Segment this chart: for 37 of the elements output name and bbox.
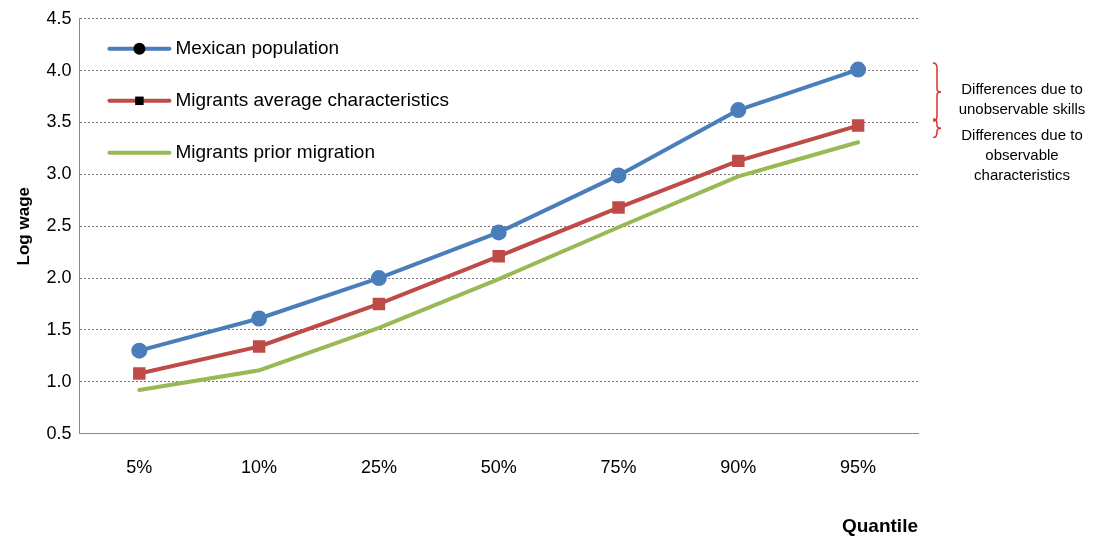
x-tick-label: 75% <box>600 457 637 478</box>
legend-label: Migrants prior migration <box>175 141 375 163</box>
point <box>612 201 625 214</box>
point <box>370 270 387 287</box>
y-axis-title: Log wage <box>13 187 33 266</box>
point <box>133 367 146 380</box>
point <box>850 61 867 78</box>
x-tick-label: 5% <box>126 457 153 478</box>
x-tick-label: 25% <box>360 457 397 478</box>
x-axis-title: Quantile <box>841 514 918 536</box>
x-tick-label: 90% <box>720 457 757 478</box>
legend-label: Migrants average characteristics <box>175 89 449 111</box>
y-tick-label: 3.0 <box>46 163 72 184</box>
point <box>610 167 627 184</box>
point <box>730 102 747 119</box>
point <box>251 310 268 327</box>
y-tick-label: 1.0 <box>46 370 72 391</box>
legend-label: Mexican population <box>175 37 340 59</box>
point <box>851 119 865 132</box>
point <box>372 297 386 311</box>
y-tick-label: 4.0 <box>46 59 72 80</box>
point <box>732 154 745 168</box>
y-tick-label: 0.5 <box>46 422 72 443</box>
point <box>252 340 266 353</box>
point <box>492 250 505 263</box>
y-tick-label: 1.5 <box>46 318 72 339</box>
y-tick-label: 4.5 <box>46 7 72 28</box>
text: Differences due to observable characteristics <box>960 124 1084 185</box>
y-tick-label: 2.0 <box>46 267 72 288</box>
point <box>490 224 507 241</box>
x-tick-label: 10% <box>241 457 278 478</box>
y-tick-label: 2.5 <box>46 215 72 236</box>
point <box>131 342 148 359</box>
y-tick-label: 3.5 <box>46 111 72 132</box>
text: Differences due to unobservable skills <box>957 78 1087 119</box>
x-tick-label: 50% <box>480 457 517 478</box>
x-tick-label: 95% <box>840 457 877 478</box>
